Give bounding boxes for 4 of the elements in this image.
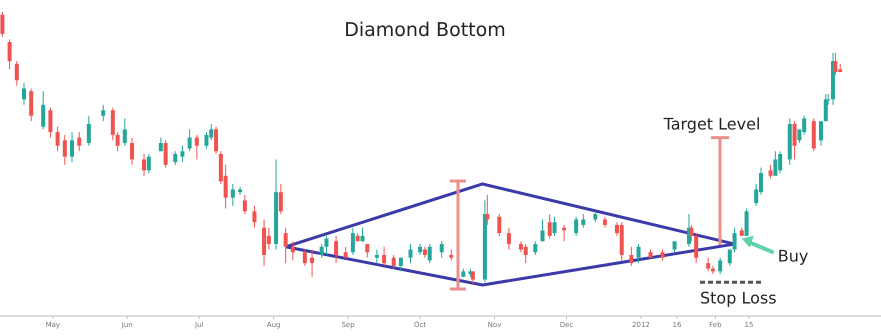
ref-line-label: Target Level — [662, 114, 760, 134]
ref-line-label: Stop Loss — [700, 288, 777, 308]
chart-title: Diamond Bottom — [344, 19, 506, 41]
annotation: Buy — [778, 246, 808, 266]
